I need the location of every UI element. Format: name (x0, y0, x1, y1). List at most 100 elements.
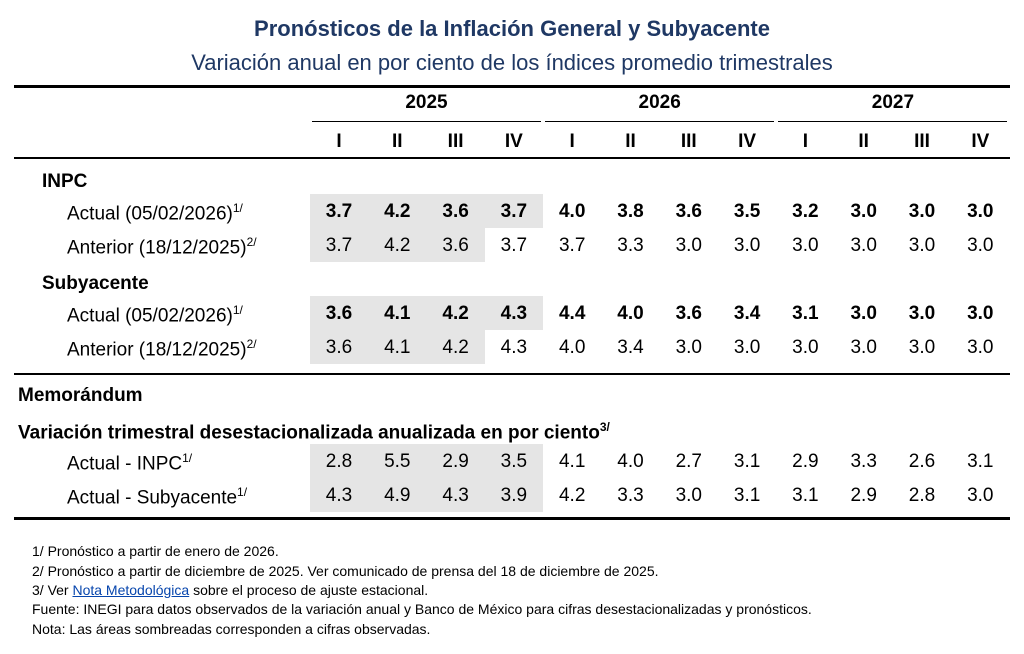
year-rule (312, 121, 541, 122)
cell: 4.3 (442, 485, 469, 506)
shading (310, 296, 369, 330)
year-rule (778, 121, 1008, 122)
cell: 3.5 (733, 201, 761, 222)
cell: 3.4 (733, 303, 761, 324)
shading (484, 478, 544, 512)
cell: 3.1 (792, 303, 819, 324)
cell: 4.0 (617, 303, 644, 324)
cell: 3.0 (908, 303, 936, 324)
cell: 3.0 (967, 303, 994, 324)
cell: 4.3 (500, 303, 528, 324)
cell: 3.6 (442, 235, 469, 256)
cell: 3.1 (733, 485, 761, 506)
cell: 3.0 (792, 337, 819, 358)
quarter-header: IV (504, 131, 523, 152)
cell: 3.7 (500, 201, 528, 222)
shading (368, 444, 427, 478)
cell: 3.7 (325, 235, 353, 256)
rule (14, 157, 1010, 159)
shading (310, 194, 369, 228)
footnote-ref: 3/ (599, 420, 610, 434)
cell: 3.8 (617, 201, 644, 222)
shading (368, 296, 427, 330)
row-label: Anterior (18/12/2025)2/ (67, 235, 257, 259)
cell: 4.9 (384, 485, 411, 506)
shading (426, 228, 486, 262)
cell: 3.3 (850, 451, 877, 472)
cell: 3.5 (500, 451, 528, 472)
cell: 4.0 (617, 451, 644, 472)
footnote-ref: 2/ (246, 235, 257, 249)
cell: 3.0 (967, 235, 994, 256)
quarter-header: I (802, 131, 809, 152)
cell: 3.1 (733, 451, 761, 472)
footnote-ref: 1/ (237, 485, 248, 499)
rule (14, 373, 1010, 375)
row-label: Actual - INPC1/ (67, 451, 192, 475)
row-label-text: Actual - INPC (67, 453, 183, 475)
cell: 4.1 (384, 337, 411, 358)
row-label: Actual (05/02/2026)1/ (67, 303, 243, 327)
cell: 4.0 (558, 201, 586, 222)
cell: 3.7 (558, 235, 586, 256)
cell: 3.6 (442, 201, 469, 222)
cell: 3.0 (850, 235, 877, 256)
quarter-header: II (625, 131, 636, 152)
quarter-header: IV (971, 131, 990, 152)
year-header: 2026 (638, 92, 681, 113)
shading (484, 444, 544, 478)
quarter-header: II (392, 131, 403, 152)
cell: 3.6 (675, 201, 702, 222)
section-label: INPC (42, 171, 88, 192)
cell: 3.0 (733, 337, 761, 358)
quarter-header: III (680, 131, 697, 152)
cell: 3.0 (967, 201, 994, 222)
rule (14, 85, 1010, 88)
cell: 4.2 (442, 337, 469, 358)
cell: 3.4 (617, 337, 644, 358)
footnote-text: 3/ Ver (32, 582, 73, 598)
cell: 3.0 (908, 235, 936, 256)
cell: 4.2 (558, 485, 586, 506)
quarter-header: III (447, 131, 464, 152)
cell: 2.9 (850, 485, 877, 506)
cell: 3.0 (850, 337, 877, 358)
cell: 4.1 (558, 451, 586, 472)
link[interactable]: Nota Metodológica (72, 582, 190, 598)
cell: 4.0 (558, 337, 586, 358)
cell: 3.0 (850, 303, 877, 324)
title: Pronósticos de la Inflación General y Su… (254, 16, 770, 41)
cell: 3.9 (500, 485, 528, 506)
cell: 3.0 (908, 337, 936, 358)
shading (426, 330, 486, 364)
footnote: 2/ Pronóstico a partir de diciembre de 2… (32, 563, 659, 579)
cell: 3.1 (792, 485, 819, 506)
footnote-ref: 1/ (232, 303, 243, 317)
cell: 3.0 (792, 235, 819, 256)
cell: 4.1 (384, 303, 411, 324)
shading (426, 444, 486, 478)
cell: 3.0 (675, 337, 702, 358)
cell: 2.6 (908, 451, 936, 472)
year-header: 2027 (871, 92, 915, 113)
quarter-header: IV (738, 131, 757, 152)
cell: 2.9 (442, 451, 469, 472)
row-label: Anterior (18/12/2025)2/ (67, 337, 257, 361)
row-label-text: Actual (05/02/2026) (67, 305, 233, 327)
footnote: Fuente: INEGI para datos observados de l… (32, 601, 812, 617)
cell: 3.0 (908, 201, 936, 222)
row-label: Actual - Subyacente1/ (67, 485, 247, 509)
cell: 3.3 (617, 235, 644, 256)
cell: 2.8 (325, 451, 353, 472)
year-header: 2025 (405, 92, 448, 113)
section-label: Subyacente (42, 273, 149, 294)
row-label-text: Anterior (18/12/2025) (67, 339, 247, 361)
footnote: 1/ Pronóstico a partir de enero de 2026. (32, 543, 279, 559)
cell: 3.0 (733, 235, 761, 256)
cell: 4.4 (558, 303, 586, 324)
cell: 3.0 (675, 485, 702, 506)
shading (368, 478, 427, 512)
cell: 3.0 (967, 485, 994, 506)
cell: 2.8 (908, 485, 936, 506)
cell: 3.6 (325, 337, 353, 358)
